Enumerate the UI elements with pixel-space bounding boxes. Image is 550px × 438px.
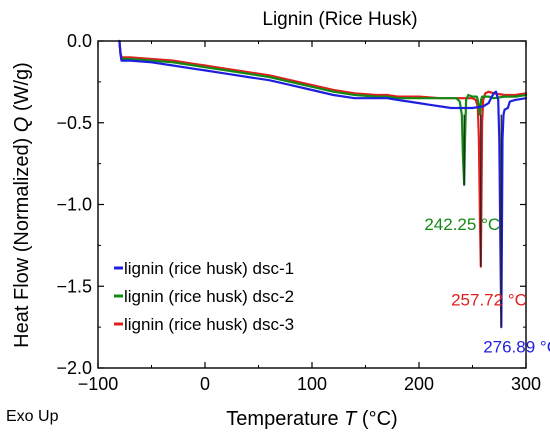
x-tick-label: 200 <box>404 374 434 394</box>
series-line-dsc-2 <box>118 39 528 186</box>
x-tick-label: 300 <box>511 374 541 394</box>
y-tick-label: −1.5 <box>56 276 92 296</box>
legend-label-dsc-1: lignin (rice husk) dsc-1 <box>124 259 294 278</box>
y-axis-unit: (W/g) <box>11 62 33 111</box>
peak-label-2: 257.72 °C <box>451 290 527 309</box>
x-axis-unit: (°C) <box>362 408 398 430</box>
legend-label-dsc-3: lignin (rice husk) dsc-3 <box>124 315 294 334</box>
x-tick-label: 100 <box>297 374 327 394</box>
series-layer <box>118 39 528 329</box>
series-line-dsc-3 <box>118 39 528 268</box>
x-tick-label: −100 <box>78 374 119 394</box>
annotation-layer: 242.25 °C 257.72 °C 276.89 °C <box>424 215 550 357</box>
peak-label-3: 276.89 °C <box>483 338 550 357</box>
legend: lignin (rice husk) dsc-1 lignin (rice hus… <box>114 259 294 334</box>
x-axis-label: Temperature T (°C) <box>226 408 397 430</box>
y-tick-label: 0.0 <box>67 31 92 51</box>
y-axis-label-text: Heat Flow (Normalized) <box>11 138 33 348</box>
x-axis-variable: T <box>344 408 358 430</box>
y-axis-label: Heat Flow (Normalized) Q (W/g) <box>11 62 33 348</box>
exo-up-note: Exo Up <box>6 408 59 425</box>
y-tick-label: −1.0 <box>56 195 92 215</box>
y-tick-label: −0.5 <box>56 113 92 133</box>
axes-layer: −100 0 100 200 300 0.0 −0.5 −1.0 −1.5 −2.0 <box>56 31 541 394</box>
legend-label-dsc-2: lignin (rice husk) dsc-2 <box>124 287 294 306</box>
x-axis-label-text: Temperature <box>226 408 338 430</box>
peak-label-1: 242.25 °C <box>424 215 500 234</box>
y-axis-variable: Q <box>11 117 33 133</box>
x-tick-label: 0 <box>200 374 210 394</box>
y-tick-label: −2.0 <box>56 358 92 378</box>
chart-title: Lignin (Rice Husk) <box>262 9 417 30</box>
